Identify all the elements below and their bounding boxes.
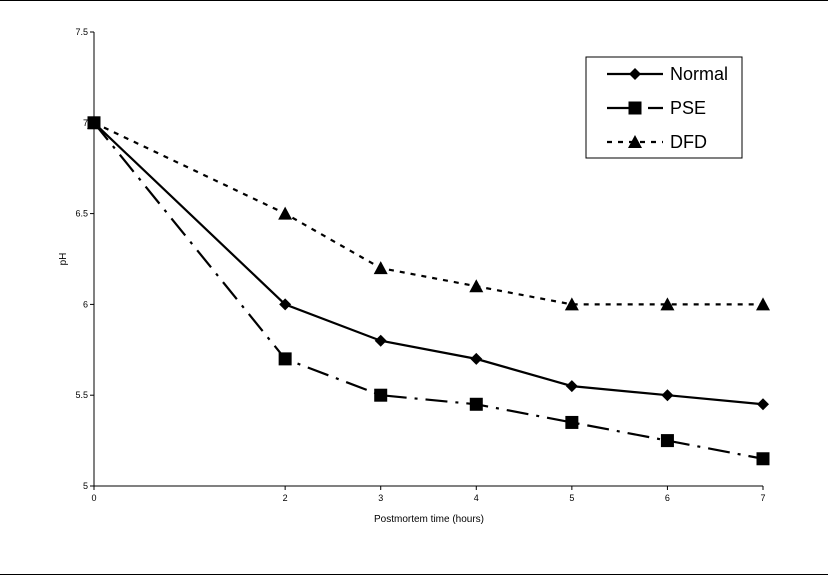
data-point-normal	[374, 334, 387, 347]
data-point-normal	[279, 298, 292, 311]
data-point-pse	[565, 415, 579, 429]
data-point-dfd	[278, 206, 293, 220]
data-point-pse	[660, 434, 674, 448]
data-point-pse	[469, 397, 483, 411]
series-dfd	[87, 115, 770, 311]
top-rule	[0, 0, 828, 1]
data-point-dfd	[756, 297, 770, 311]
legend-label-normal: Normal	[670, 64, 728, 84]
data-point-dfd	[469, 279, 484, 293]
legend-entry-normal: Normal	[607, 64, 728, 84]
data-point-pse	[278, 352, 292, 366]
series-layer	[87, 115, 770, 466]
legend-marker-dfd	[628, 135, 642, 148]
y-tick-label: 6	[83, 299, 88, 309]
data-point-normal	[757, 398, 769, 411]
legend-entry-dfd: DFD	[607, 132, 707, 152]
y-tick-label: 5.5	[75, 390, 88, 400]
series-normal	[88, 116, 769, 411]
legend-label-dfd: DFD	[670, 132, 707, 152]
legend: Normal PSE DFD	[585, 56, 743, 159]
x-tick-label: 3	[378, 493, 383, 503]
x-tick-label: 0	[91, 493, 96, 503]
data-point-dfd	[564, 297, 579, 311]
series-line-normal	[93, 122, 764, 406]
series-pse	[87, 116, 770, 466]
axes: 5 5.5 6 6.5 7 7.5 0 2 3 4 5 6 7	[75, 27, 765, 503]
legend-marker-pse	[628, 101, 642, 115]
data-point-normal	[661, 389, 674, 402]
bottom-rule	[0, 574, 828, 575]
data-point-dfd	[373, 261, 388, 275]
data-point-dfd	[660, 297, 675, 311]
legend-label-pse: PSE	[670, 98, 706, 118]
y-tick-label: 7	[83, 118, 88, 128]
legend-marker-normal	[629, 68, 641, 80]
y-tick-label: 6.5	[75, 209, 88, 219]
data-point-pse	[374, 388, 388, 402]
data-point-pse	[756, 452, 770, 466]
series-line-pse	[93, 122, 764, 460]
data-point-dfd	[87, 115, 101, 129]
x-tick-label: 7	[760, 493, 765, 503]
data-point-normal	[565, 380, 578, 393]
x-tick-label: 2	[283, 493, 288, 503]
x-tick-label: 6	[665, 493, 670, 503]
y-tick-label: 5	[83, 481, 88, 491]
y-tick-label: 7.5	[75, 27, 88, 37]
legend-entry-pse: PSE	[607, 98, 706, 118]
y-axis-label: pH	[58, 253, 69, 266]
x-tick-label: 5	[569, 493, 574, 503]
x-tick-label: 4	[474, 493, 479, 503]
x-axis-label: Postmortem time (hours)	[374, 514, 484, 525]
data-point-normal	[470, 352, 483, 365]
